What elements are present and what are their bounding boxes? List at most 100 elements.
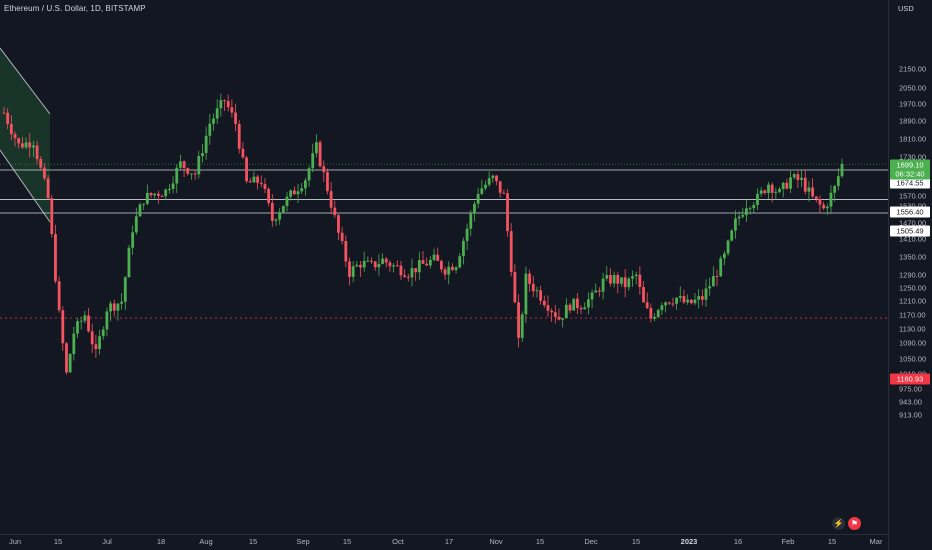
candle-body[interactable] (432, 254, 436, 260)
candle-body[interactable] (307, 168, 311, 181)
candle-body[interactable] (825, 206, 829, 209)
candle-body[interactable] (32, 145, 35, 148)
candle-body[interactable] (263, 184, 267, 189)
candle-body[interactable] (785, 182, 789, 189)
candle-body[interactable] (803, 177, 807, 192)
candle-body[interactable] (682, 296, 686, 303)
candle-body[interactable] (417, 260, 421, 273)
candle-body[interactable] (484, 184, 487, 189)
candle-body[interactable] (623, 277, 627, 288)
price-axis[interactable] (888, 0, 932, 550)
candle-body[interactable] (359, 264, 362, 268)
candle-body[interactable] (65, 343, 68, 373)
candle-body[interactable] (76, 321, 79, 334)
candle-body[interactable] (660, 305, 664, 311)
candle-body[interactable] (94, 344, 98, 350)
candle-body[interactable] (230, 107, 234, 113)
candle-body[interactable] (281, 205, 285, 213)
candle-body[interactable] (583, 307, 587, 310)
candle-body[interactable] (344, 241, 348, 262)
candle-body[interactable] (546, 305, 550, 311)
candle-body[interactable] (792, 174, 796, 178)
candle-body[interactable] (274, 219, 278, 221)
candle-body[interactable] (370, 260, 373, 262)
candle-body[interactable] (572, 298, 576, 311)
candle-body[interactable] (267, 188, 271, 203)
candle-body[interactable] (241, 148, 245, 158)
candle-body[interactable] (550, 310, 554, 313)
candle-body[interactable] (542, 300, 546, 306)
candle-body[interactable] (201, 153, 204, 157)
candle-body[interactable] (142, 203, 146, 205)
candle-body[interactable] (212, 118, 215, 124)
candle-body[interactable] (436, 254, 440, 261)
candle-body[interactable] (491, 175, 495, 179)
candle-body[interactable] (395, 265, 399, 267)
candle-body[interactable] (697, 296, 701, 300)
candle-body[interactable] (156, 193, 160, 196)
candle-body[interactable] (175, 167, 179, 184)
candle-body[interactable] (421, 260, 425, 264)
candle-body[interactable] (498, 181, 502, 193)
candle-body[interactable] (741, 215, 745, 217)
candle-body[interactable] (46, 178, 50, 199)
time-axis[interactable] (0, 534, 888, 550)
candle-body[interactable] (83, 315, 87, 321)
candle-body[interactable] (620, 277, 623, 284)
candle-body[interactable] (524, 273, 528, 315)
candle-body[interactable] (517, 302, 520, 338)
candle-body[interactable] (248, 181, 252, 183)
candle-body[interactable] (833, 186, 837, 193)
candle-body[interactable] (35, 145, 39, 160)
candle-body[interactable] (311, 153, 315, 169)
candle-body[interactable] (373, 261, 377, 268)
candle-body[interactable] (730, 230, 734, 241)
candlestick-chart[interactable] (0, 0, 888, 534)
candle-body[interactable] (410, 268, 414, 278)
candle-body[interactable] (473, 203, 476, 214)
candle-body[interactable] (715, 276, 719, 278)
candle-body[interactable] (528, 273, 531, 284)
candle-body[interactable] (509, 231, 513, 273)
candle-body[interactable] (322, 166, 326, 173)
candle-body[interactable] (120, 301, 124, 304)
candle-body[interactable] (208, 123, 212, 136)
candle-body[interactable] (627, 278, 631, 288)
candle-body[interactable] (818, 199, 822, 205)
candle-body[interactable] (179, 161, 182, 168)
candle-body[interactable] (535, 290, 539, 292)
candle-body[interactable] (829, 192, 833, 207)
candle-body[interactable] (708, 286, 712, 289)
candle-body[interactable] (722, 253, 726, 259)
candle-body[interactable] (553, 312, 557, 317)
candle-body[interactable] (72, 333, 76, 354)
candle-body[interactable] (704, 288, 708, 300)
candle-body[interactable] (487, 178, 491, 185)
candle-body[interactable] (160, 195, 164, 197)
candle-body[interactable] (756, 193, 759, 205)
candle-body[interactable] (462, 240, 465, 257)
candle-body[interactable] (586, 299, 590, 308)
candle-body[interactable] (719, 258, 723, 277)
candle-body[interactable] (278, 212, 282, 220)
candle-body[interactable] (425, 263, 429, 266)
candle-body[interactable] (447, 266, 451, 275)
candle-body[interactable] (811, 187, 814, 197)
channel-lower-line[interactable] (0, 149, 51, 223)
candle-body[interactable] (513, 272, 517, 303)
candle-body[interactable] (145, 192, 149, 204)
candle-body[interactable] (590, 292, 594, 300)
candle-body[interactable] (406, 276, 410, 278)
candle-body[interactable] (778, 188, 781, 192)
candle-body[interactable] (2, 112, 6, 114)
candle-body[interactable] (822, 204, 826, 209)
candle-body[interactable] (399, 265, 403, 276)
candle-body[interactable] (814, 196, 818, 200)
candle-body[interactable] (226, 100, 230, 108)
candle-body[interactable] (182, 161, 186, 169)
candle-body[interactable] (781, 182, 785, 189)
candle-body[interactable] (6, 112, 10, 124)
candle-body[interactable] (612, 274, 616, 284)
candle-body[interactable] (340, 232, 344, 242)
candle-body[interactable] (634, 274, 638, 277)
